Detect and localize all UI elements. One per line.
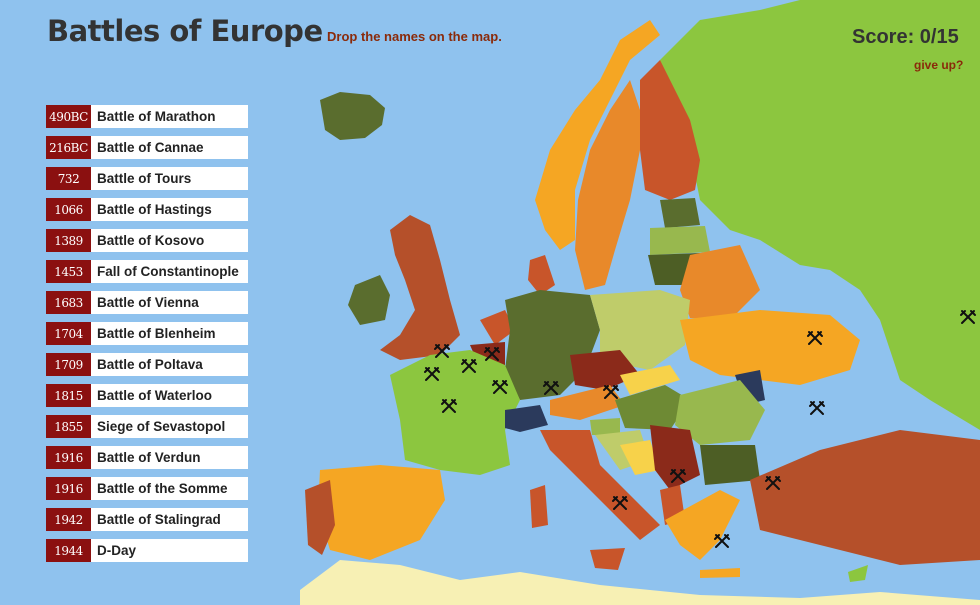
battle-year: 1815 xyxy=(46,384,91,407)
country-bosnia xyxy=(620,440,660,475)
country-sweden xyxy=(575,80,640,290)
battle-name: Battle of Cannae xyxy=(97,140,204,155)
country-poland xyxy=(590,290,690,370)
battle-card[interactable]: 1683 Battle of Vienna xyxy=(46,291,248,314)
crossed-swords-icon[interactable] xyxy=(492,380,508,394)
country-slovenia xyxy=(590,418,620,435)
crossed-swords-icon[interactable] xyxy=(765,476,781,490)
battle-name: Battle of Tours xyxy=(97,171,192,186)
battle-card[interactable]: 1942 Battle of Stalingrad xyxy=(46,508,248,531)
crossed-swords-icon[interactable] xyxy=(670,469,686,483)
country-uk xyxy=(380,215,460,360)
country-bulgaria xyxy=(700,445,760,485)
battle-year: 1855 xyxy=(46,415,91,438)
battle-year: 1683 xyxy=(46,291,91,314)
give-up-link[interactable]: give up? xyxy=(914,58,964,72)
crossed-swords-icon[interactable] xyxy=(434,344,450,358)
battle-year: 732 xyxy=(46,167,91,190)
battle-year: 1916 xyxy=(46,477,91,500)
crossed-swords-icon[interactable] xyxy=(543,381,559,395)
country-slovakia xyxy=(620,365,680,395)
battle-card[interactable]: 1944 D-Day xyxy=(46,539,248,562)
battle-card[interactable]: 216BC Battle of Cannae xyxy=(46,136,248,159)
country-switzerland xyxy=(505,405,548,432)
island-crete xyxy=(700,568,740,578)
crossed-swords-icon[interactable] xyxy=(424,367,440,381)
battle-card[interactable]: 1916 Battle of the Somme xyxy=(46,477,248,500)
battle-name: Battle of Marathon xyxy=(97,109,216,124)
battle-year: 1389 xyxy=(46,229,91,252)
battle-name: Battle of Vienna xyxy=(97,295,199,310)
country-hungary xyxy=(615,385,690,430)
battle-list: 490BC Battle of Marathon 216BC Battle of C… xyxy=(46,105,248,570)
country-russia xyxy=(660,0,980,430)
country-ireland xyxy=(348,275,390,325)
battle-card[interactable]: 1453 Fall of Constantinople xyxy=(46,260,248,283)
battle-card[interactable]: 1916 Battle of Verdun xyxy=(46,446,248,469)
battle-name: Battle of the Somme xyxy=(97,481,228,496)
country-estonia xyxy=(660,198,700,228)
crossed-swords-icon[interactable] xyxy=(807,331,823,345)
crossed-swords-icon[interactable] xyxy=(603,385,619,399)
battle-year: 1916 xyxy=(46,446,91,469)
crossed-swords-icon[interactable] xyxy=(714,534,730,548)
country-sardinia xyxy=(530,485,548,528)
battle-year: 1709 xyxy=(46,353,91,376)
country-turkey xyxy=(750,430,980,565)
country-norway xyxy=(535,20,660,250)
instruction-text: Drop the names on the map. xyxy=(327,29,502,44)
battle-name: Battle of Waterloo xyxy=(97,388,213,403)
battle-markers xyxy=(424,310,976,548)
battle-name: D-Day xyxy=(97,543,137,558)
battle-name: Battle of Kosovo xyxy=(97,233,205,248)
battle-card[interactable]: 490BC Battle of Marathon xyxy=(46,105,248,128)
battle-year: 490BC xyxy=(46,105,91,128)
crossed-swords-icon[interactable] xyxy=(809,401,825,415)
page-title: Battles of Europe xyxy=(47,14,323,48)
crossed-swords-icon[interactable] xyxy=(612,496,628,510)
crossed-swords-icon[interactable] xyxy=(461,359,477,373)
battle-year: 1942 xyxy=(46,508,91,531)
score-display: Score: 0/15 xyxy=(852,26,959,48)
battle-year: 216BC xyxy=(46,136,91,159)
battle-card[interactable]: 1815 Battle of Waterloo xyxy=(46,384,248,407)
country-finland xyxy=(640,60,700,200)
country-latvia xyxy=(650,226,710,255)
crossed-swords-icon[interactable] xyxy=(484,347,500,361)
battle-name: Battle of Blenheim xyxy=(97,326,216,341)
battle-card[interactable]: 1709 Battle of Poltava xyxy=(46,353,248,376)
country-romania xyxy=(675,380,765,445)
country-greece xyxy=(665,490,740,560)
battle-card[interactable]: 732 Battle of Tours xyxy=(46,167,248,190)
crossed-swords-icon[interactable] xyxy=(441,399,457,413)
battle-year: 1066 xyxy=(46,198,91,221)
country-italy xyxy=(540,430,660,540)
country-iceland xyxy=(320,92,385,140)
country-austria xyxy=(550,385,625,420)
country-sicily xyxy=(590,548,625,570)
battle-name: Siege of Sevastopol xyxy=(97,419,226,434)
battle-name: Battle of Stalingrad xyxy=(97,512,221,527)
country-belarus xyxy=(680,245,760,320)
battle-card[interactable]: 1704 Battle of Blenheim xyxy=(46,322,248,345)
battle-name: Fall of Constantinople xyxy=(97,264,239,279)
battle-card[interactable]: 1855 Siege of Sevastopol xyxy=(46,415,248,438)
battle-card[interactable]: 1066 Battle of Hastings xyxy=(46,198,248,221)
country-portugal xyxy=(305,480,335,555)
africa-landmass xyxy=(300,560,980,605)
country-ukraine xyxy=(680,310,860,385)
crossed-swords-icon[interactable] xyxy=(960,310,976,324)
battle-name: Battle of Verdun xyxy=(97,450,201,465)
country-spain xyxy=(318,465,445,560)
battle-card[interactable]: 1389 Battle of Kosovo xyxy=(46,229,248,252)
battle-name: Battle of Poltava xyxy=(97,357,203,372)
country-netherlands xyxy=(480,310,515,345)
battle-year: 1453 xyxy=(46,260,91,283)
battle-name: Battle of Hastings xyxy=(97,202,212,217)
battle-year: 1704 xyxy=(46,322,91,345)
country-denmark xyxy=(528,255,555,295)
battle-year: 1944 xyxy=(46,539,91,562)
country-serbia xyxy=(650,425,700,490)
country-cyprus xyxy=(848,565,868,582)
